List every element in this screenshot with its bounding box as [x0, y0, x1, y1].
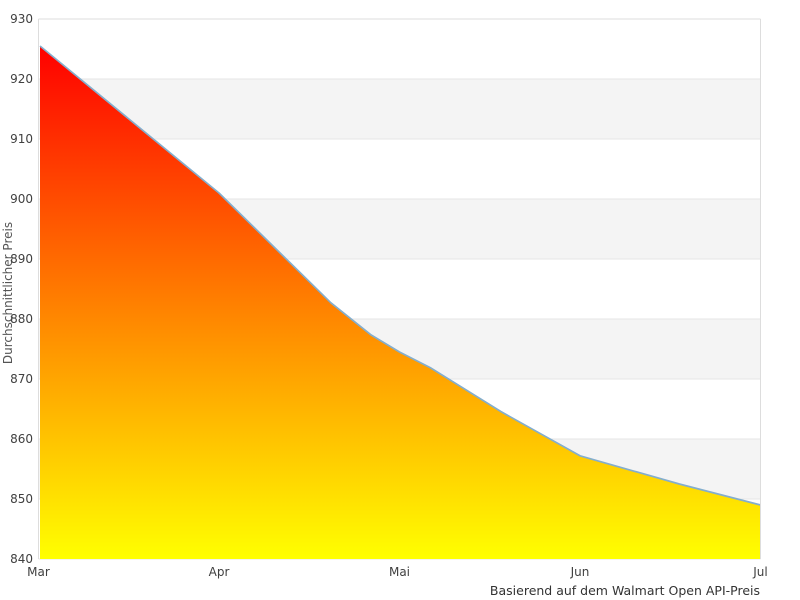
y-tick-850: 850 [10, 492, 33, 506]
y-tick-890: 890 [10, 252, 33, 266]
x-tick-jun: Jun [570, 565, 590, 579]
y-tick-870: 870 [10, 372, 33, 386]
x-tick-mai: Mai [388, 565, 411, 579]
grid-band [38, 79, 761, 139]
y-tick-860: 860 [10, 432, 33, 446]
y-tick-880: 880 [10, 312, 33, 326]
x-tick-jul: Jul [753, 565, 768, 579]
chart-caption: Basierend auf dem Walmart Open API-Preis [489, 583, 760, 598]
y-tick-920: 920 [10, 72, 33, 86]
price-line [39, 45, 761, 506]
x-tick-apr: Apr [208, 565, 230, 579]
price-area-fill [40, 46, 761, 559]
y-tick-900: 900 [10, 192, 33, 206]
x-tick-mar: Mar [27, 565, 50, 579]
y-tick-840: 840 [10, 552, 33, 566]
y-tick-930: 930 [10, 12, 33, 26]
y-tick-910: 910 [10, 132, 33, 146]
y-axis-title: Durchschnittlicher Preis [1, 221, 15, 365]
